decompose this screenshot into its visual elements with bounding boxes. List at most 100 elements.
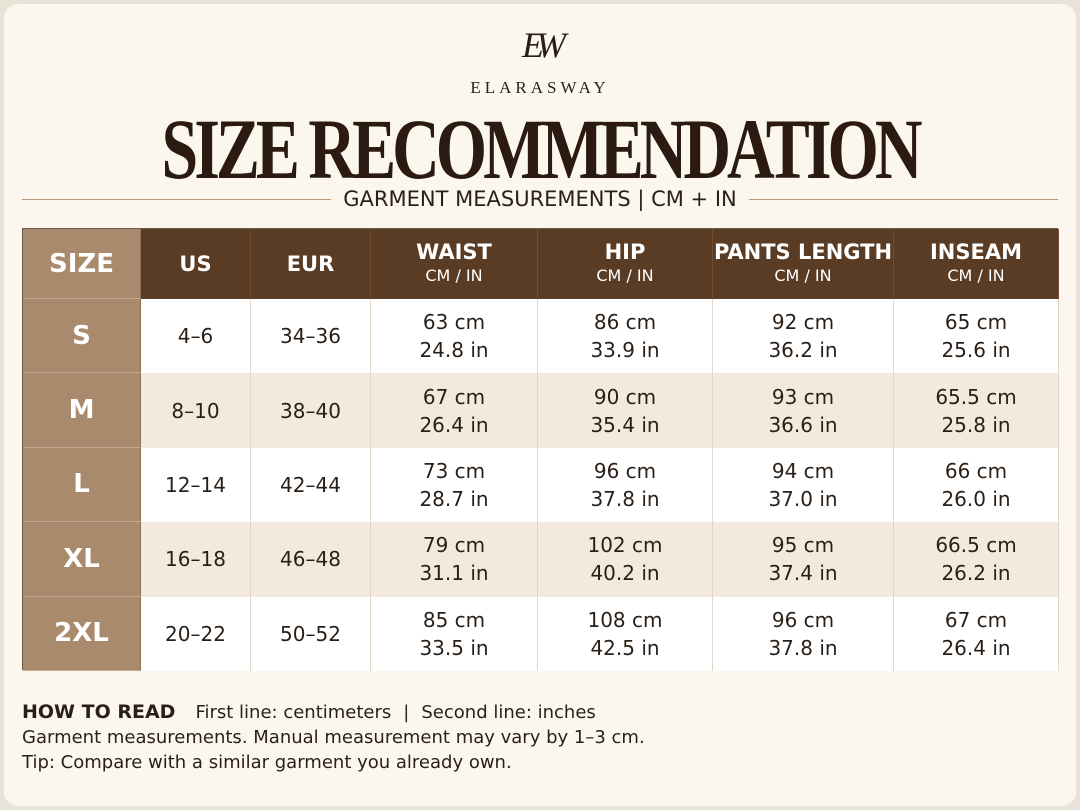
- cm-value: 85 cm: [422, 607, 486, 632]
- inch-value: 36.6 in: [768, 412, 838, 437]
- data-cell: 65.5 cm 25.8 in: [894, 373, 1059, 448]
- data-cell: 50–52: [251, 596, 371, 671]
- data-cell: 66.5 cm 26.2 in: [894, 522, 1059, 597]
- data-cell: 93 cm 36.6 in: [713, 373, 894, 448]
- cell-text: 12–14: [165, 472, 226, 497]
- brand-name: ELARASWAY: [470, 78, 610, 97]
- cm-value: 90 cm: [593, 384, 657, 409]
- inch-value: 36.2 in: [768, 338, 838, 363]
- cell-text: 20–22: [165, 621, 226, 646]
- header-cell: EUR: [251, 229, 371, 299]
- data-cell: 38–40: [251, 373, 371, 448]
- cm-value: 66.5 cm: [935, 533, 1017, 558]
- data-cell: 95 cm 37.4 in: [713, 522, 894, 597]
- data-cell: 90 cm 35.4 in: [538, 373, 713, 448]
- cell-text: XL: [63, 543, 100, 574]
- cell-text: L: [73, 469, 90, 500]
- cell-text: 16–18: [165, 547, 226, 572]
- size-cell: S: [23, 299, 141, 374]
- cm-value: 94 cm: [771, 458, 835, 483]
- inch-value: 37.0 in: [768, 486, 838, 511]
- cm-value: 67 cm: [944, 607, 1008, 632]
- data-cell: 79 cm 31.1 in: [371, 522, 538, 597]
- cm-value: 96 cm: [771, 607, 835, 632]
- inch-value: 26.4 in: [941, 635, 1011, 660]
- data-cell: 67 cm 26.4 in: [371, 373, 538, 448]
- data-cell: 85 cm 33.5 in: [371, 596, 538, 671]
- cm-value: 73 cm: [422, 458, 486, 483]
- inch-value: 40.2 in: [590, 561, 660, 586]
- cell-text: 8–10: [171, 398, 220, 423]
- cell-text: S: [72, 320, 91, 351]
- cm-value: 92 cm: [771, 310, 835, 335]
- cm-value: 95 cm: [771, 533, 835, 558]
- header-cell: SIZE: [23, 229, 141, 299]
- header-cell: US: [141, 229, 251, 299]
- inch-value: 35.4 in: [590, 412, 660, 437]
- cell-text: 38–40: [280, 398, 341, 423]
- header-cell: INSEAM CM / IN: [894, 229, 1059, 299]
- cell-text: 4–6: [177, 324, 214, 349]
- header-label: SIZE: [48, 248, 114, 279]
- data-cell: 63 cm 24.8 in: [371, 299, 538, 374]
- header-label: HIP: [604, 240, 646, 264]
- footer: HOW TO READ First line: centimeters | Secon…: [22, 700, 645, 775]
- cm-value: 93 cm: [771, 384, 835, 409]
- inch-value: 26.2 in: [941, 561, 1011, 586]
- data-cell: 92 cm 36.2 in: [713, 299, 894, 374]
- size-cell: 2XL: [23, 596, 141, 671]
- inch-value: 25.8 in: [941, 412, 1011, 437]
- data-cell: 102 cm 40.2 in: [538, 522, 713, 597]
- cell-text: 2XL: [54, 618, 109, 649]
- data-cell: 20–22: [141, 596, 251, 671]
- cell-text: M: [68, 395, 95, 426]
- cm-value: 63 cm: [422, 310, 486, 335]
- inch-value: 26.0 in: [941, 486, 1011, 511]
- title: SIZE RECOMMENDATION: [161, 102, 922, 198]
- inch-value: 25.6 in: [941, 338, 1011, 363]
- size-table: SIZE US EUR WAIST CM / IN HIP CM / IN PANTS LEN…: [22, 228, 1059, 671]
- header-label: PANTS LENGTH: [713, 240, 893, 264]
- note: Tip: Compare with a similar garment you …: [22, 752, 512, 773]
- data-cell: 96 cm 37.8 in: [538, 447, 713, 523]
- header-cell: HIP CM / IN: [538, 229, 713, 299]
- inch-value: 24.8 in: [419, 338, 489, 363]
- rule: [22, 198, 332, 200]
- cell-text: 46–48: [280, 547, 341, 572]
- data-cell: 96 cm 37.8 in: [713, 596, 894, 671]
- cm-value: 65.5 cm: [935, 384, 1017, 409]
- legend-text: Second line: inches: [421, 702, 596, 723]
- data-cell: 65 cm 25.6 in: [894, 299, 1059, 374]
- rule: [748, 198, 1059, 200]
- cell-text: 42–44: [280, 472, 341, 497]
- subtitle: GARMENT MEASUREMENTS | CM + IN: [343, 187, 737, 211]
- inch-value: 37.8 in: [590, 486, 660, 511]
- cm-value: 86 cm: [593, 310, 657, 335]
- how-to-read: HOW TO READ: [22, 701, 176, 723]
- header-unit: CM / IN: [774, 266, 832, 285]
- data-cell: 8–10: [141, 373, 251, 448]
- data-cell: 66 cm 26.0 in: [894, 447, 1059, 523]
- inch-value: 26.4 in: [419, 412, 489, 437]
- header-label: WAIST: [416, 240, 492, 264]
- inch-value: 37.8 in: [768, 635, 838, 660]
- cell-text: 34–36: [280, 324, 341, 349]
- legend-text: |: [403, 702, 410, 723]
- data-cell: 67 cm 26.4 in: [894, 596, 1059, 671]
- legend-row: HOW TO READ First line: centimeters | Secon…: [22, 700, 645, 725]
- inch-value: 33.5 in: [419, 635, 489, 660]
- header-unit: CM / IN: [596, 266, 654, 285]
- inch-value: 33.9 in: [590, 338, 660, 363]
- inch-value: 42.5 in: [590, 635, 660, 660]
- page: EW ELARASWAY SIZE RECOMMENDATION GARMENT…: [4, 4, 1076, 806]
- header-label: EUR: [286, 252, 335, 276]
- cm-value: 66 cm: [944, 458, 1008, 483]
- cm-value: 108 cm: [587, 607, 663, 632]
- size-cell: XL: [23, 522, 141, 597]
- data-cell: 94 cm 37.0 in: [713, 447, 894, 523]
- size-cell: M: [23, 373, 141, 448]
- data-cell: 12–14: [141, 447, 251, 523]
- header-cell: PANTS LENGTH CM / IN: [713, 229, 894, 299]
- cm-value: 65 cm: [944, 310, 1008, 335]
- brand-monogram: EW: [522, 25, 566, 65]
